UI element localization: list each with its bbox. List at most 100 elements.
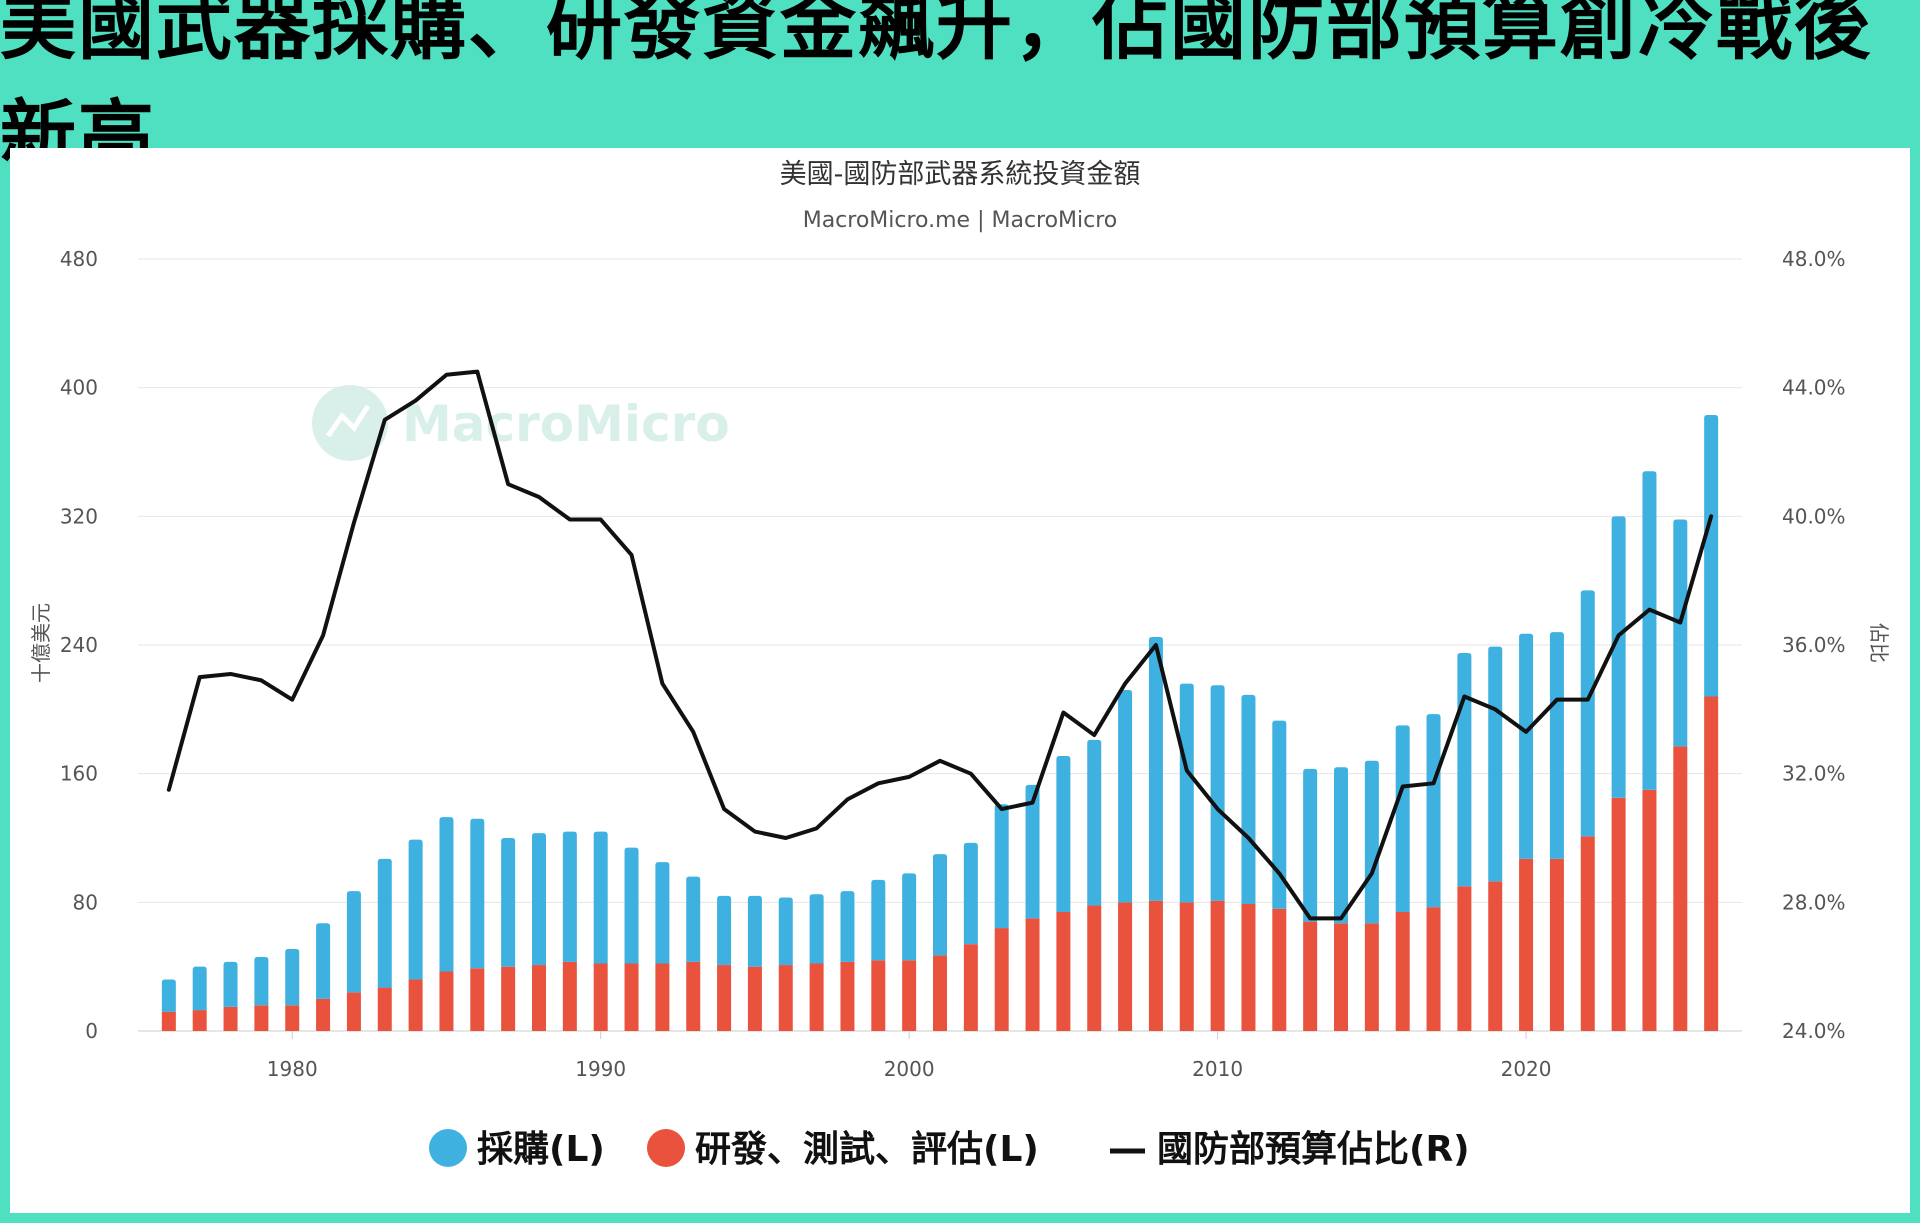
legend-item-procurement[interactable]: 採購(L) <box>429 1129 605 1170</box>
bar-rdte-2015[interactable] <box>1364 923 1379 1031</box>
bar-procurement-1978[interactable] <box>223 961 238 1007</box>
bar-rdte-1993[interactable] <box>686 961 701 1031</box>
bar-rdte-2007[interactable] <box>1118 902 1133 1031</box>
bar-procurement-1979[interactable] <box>254 957 269 1006</box>
bar-procurement-2013[interactable] <box>1303 768 1318 922</box>
bar-procurement-2021[interactable] <box>1549 632 1564 859</box>
bar-procurement-1988[interactable] <box>532 833 546 966</box>
bar-procurement-1997[interactable] <box>809 894 824 964</box>
bar-procurement-2011[interactable] <box>1241 694 1256 904</box>
bar-procurement-2025[interactable] <box>1673 519 1688 747</box>
bar-procurement-1985[interactable] <box>439 817 454 972</box>
bar-rdte-1979[interactable] <box>254 1005 269 1031</box>
bar-rdte-2016[interactable] <box>1395 911 1410 1031</box>
bar-rdte-1988[interactable] <box>532 965 546 1031</box>
bar-procurement-2007[interactable] <box>1118 690 1133 903</box>
bar-procurement-2005[interactable] <box>1056 755 1071 912</box>
bar-rdte-1982[interactable] <box>346 992 361 1031</box>
bar-procurement-2024[interactable] <box>1642 471 1657 790</box>
bar-rdte-1994[interactable] <box>717 965 732 1031</box>
bar-procurement-2012[interactable] <box>1272 720 1287 909</box>
bar-rdte-1977[interactable] <box>192 1010 207 1031</box>
bar-rdte-1998[interactable] <box>840 961 855 1031</box>
bar-procurement-1984[interactable] <box>408 839 423 980</box>
bar-procurement-2026[interactable] <box>1704 415 1719 697</box>
bar-procurement-1976[interactable] <box>161 979 176 1012</box>
bar-rdte-1987[interactable] <box>501 966 516 1031</box>
bar-procurement-2004[interactable] <box>1025 784 1040 919</box>
bar-procurement-2008[interactable] <box>1148 636 1163 901</box>
bar-rdte-1986[interactable] <box>470 968 485 1031</box>
bar-rdte-1992[interactable] <box>655 963 670 1031</box>
bar-procurement-2017[interactable] <box>1426 714 1441 908</box>
bar-rdte-1976[interactable] <box>161 1011 176 1031</box>
bar-rdte-2005[interactable] <box>1056 911 1071 1031</box>
bar-procurement-1980[interactable] <box>285 948 300 1006</box>
bar-procurement-2002[interactable] <box>963 842 978 945</box>
ratio-line-path[interactable] <box>166 369 1714 921</box>
bar-rdte-2026[interactable] <box>1704 696 1719 1031</box>
bar-rdte-2019[interactable] <box>1488 881 1503 1031</box>
bar-procurement-1981[interactable] <box>316 923 331 999</box>
bar-rdte-2012[interactable] <box>1272 908 1287 1031</box>
bar-rdte-2010[interactable] <box>1210 900 1225 1031</box>
bar-rdte-2021[interactable] <box>1549 858 1564 1031</box>
bar-procurement-2023[interactable] <box>1611 516 1626 798</box>
bar-procurement-1989[interactable] <box>562 831 577 962</box>
bar-rdte-1997[interactable] <box>809 963 824 1031</box>
bar-procurement-1995[interactable] <box>747 895 762 967</box>
bar-rdte-2008[interactable] <box>1148 900 1163 1031</box>
bar-procurement-1982[interactable] <box>346 891 361 993</box>
bar-procurement-1994[interactable] <box>717 895 732 966</box>
bar-procurement-1993[interactable] <box>686 876 701 962</box>
bar-procurement-1999[interactable] <box>871 879 886 961</box>
bar-procurement-1977[interactable] <box>192 966 207 1011</box>
bar-rdte-2001[interactable] <box>933 955 947 1031</box>
bar-rdte-2013[interactable] <box>1303 921 1318 1031</box>
bar-procurement-1983[interactable] <box>377 858 392 988</box>
bar-rdte-2004[interactable] <box>1025 918 1040 1031</box>
bar-procurement-2014[interactable] <box>1334 767 1348 924</box>
bar-rdte-2018[interactable] <box>1457 886 1472 1031</box>
bar-procurement-2019[interactable] <box>1488 646 1503 882</box>
bar-procurement-2015[interactable] <box>1364 760 1379 924</box>
bar-procurement-2003[interactable] <box>994 804 1009 929</box>
bar-procurement-1992[interactable] <box>655 862 670 964</box>
bar-procurement-2010[interactable] <box>1210 685 1225 901</box>
bar-rdte-2003[interactable] <box>994 928 1009 1031</box>
bar-rdte-2024[interactable] <box>1642 789 1657 1031</box>
bar-rdte-1980[interactable] <box>285 1005 300 1031</box>
bar-procurement-1998[interactable] <box>840 891 855 962</box>
bar-procurement-2018[interactable] <box>1457 653 1472 887</box>
bar-procurement-1987[interactable] <box>501 838 516 967</box>
bar-rdte-2017[interactable] <box>1426 907 1441 1031</box>
bar-rdte-1989[interactable] <box>562 961 577 1031</box>
bar-rdte-1985[interactable] <box>439 971 454 1031</box>
bar-rdte-1995[interactable] <box>747 966 762 1031</box>
bar-rdte-2002[interactable] <box>963 944 978 1031</box>
bar-rdte-2014[interactable] <box>1334 923 1348 1031</box>
bar-procurement-1990[interactable] <box>593 831 608 964</box>
bar-rdte-2011[interactable] <box>1241 903 1256 1031</box>
bar-rdte-1978[interactable] <box>223 1006 238 1031</box>
bar-rdte-1981[interactable] <box>316 998 331 1031</box>
bar-procurement-2001[interactable] <box>933 854 947 956</box>
bar-rdte-1990[interactable] <box>593 963 608 1031</box>
bar-rdte-1983[interactable] <box>377 987 392 1031</box>
bar-rdte-2006[interactable] <box>1087 905 1102 1031</box>
bar-procurement-1991[interactable] <box>624 847 639 964</box>
bar-rdte-2000[interactable] <box>902 960 917 1031</box>
bar-procurement-1986[interactable] <box>470 818 485 969</box>
bar-procurement-2020[interactable] <box>1519 633 1534 859</box>
bar-rdte-2020[interactable] <box>1519 858 1534 1031</box>
bar-procurement-2016[interactable] <box>1395 725 1410 912</box>
bar-procurement-2022[interactable] <box>1580 590 1595 837</box>
bar-procurement-2006[interactable] <box>1087 739 1102 906</box>
legend-item-rdte[interactable]: 研發、測試、評估(L) <box>647 1129 1039 1170</box>
bar-rdte-2023[interactable] <box>1611 797 1626 1031</box>
bar-rdte-2025[interactable] <box>1673 746 1688 1031</box>
legend-item-ratio[interactable]: 國防部預算佔比(R) <box>1110 1129 1470 1170</box>
bar-rdte-1999[interactable] <box>871 960 886 1031</box>
bar-rdte-1991[interactable] <box>624 963 639 1031</box>
bar-rdte-2022[interactable] <box>1580 836 1595 1031</box>
